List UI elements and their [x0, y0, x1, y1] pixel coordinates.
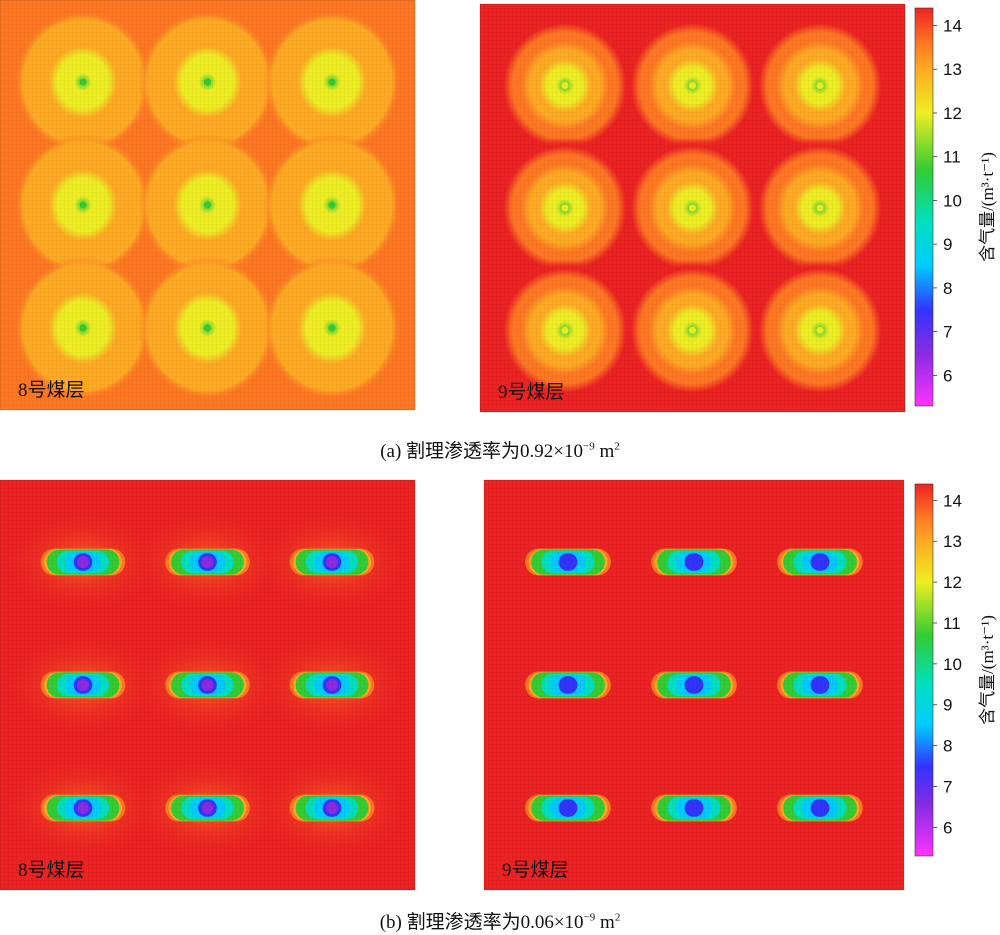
colorbar-tick-label: 10 [943, 191, 962, 210]
caption-b: (b) 割理渗透率为0.06×10−9 m2 [379, 911, 621, 933]
colorbar-tick-label: 12 [943, 104, 962, 123]
colorbar-tick-label: 10 [943, 655, 962, 674]
seam-label: 8号煤层 [18, 859, 85, 881]
colorbar-tick-label: 9 [943, 235, 952, 254]
colorbar-tick-label: 6 [943, 818, 952, 837]
seam-label: 9号煤层 [498, 381, 565, 403]
caption-a: (a) 割理渗透率为0.92×10−9 m2 [380, 440, 620, 462]
seam-label: 8号煤层 [18, 379, 85, 401]
heatmap-panel-a-left: 8号煤层 [0, 0, 416, 411]
colorbar-tick-label: 7 [943, 778, 952, 797]
heatmap-panel-a-right: 9号煤层 [479, 3, 906, 413]
colorbar-b: 14 13 12 11 10 9 8 7 6 含气量/(m³·t⁻¹) [914, 483, 997, 857]
colorbar-label: 含气量/(m³·t⁻¹) [978, 152, 997, 262]
colorbar-tick-label: 8 [943, 737, 952, 756]
colorbar-tick-label: 13 [943, 532, 962, 551]
colorbar-gradient [915, 8, 933, 406]
colorbar-tick-label: 11 [943, 614, 961, 633]
colorbar-tick-label: 14 [943, 491, 962, 510]
colorbar-tick-label: 13 [943, 60, 962, 79]
colorbar-tick-label: 8 [943, 279, 952, 298]
colorbar-tick-label: 12 [943, 573, 962, 592]
heatmap-panel-b-right: 9号煤层 [483, 479, 905, 891]
colorbar-tick-label: 11 [943, 148, 961, 167]
heatmap-panel-b-left: 8号煤层 [0, 479, 416, 891]
colorbar-label: 含气量/(m³·t⁻¹) [978, 615, 997, 725]
seam-label: 9号煤层 [502, 859, 569, 881]
colorbar-gradient [915, 484, 933, 856]
colorbar-tick-label: 7 [943, 323, 952, 342]
colorbar-tick-label: 14 [943, 16, 962, 35]
colorbar-tick-label: 9 [943, 696, 952, 715]
colorbar-tick-label: 6 [943, 366, 952, 385]
colorbar-a: 14 13 12 11 10 9 8 7 6 含气量/(m³·t⁻¹) [914, 7, 997, 407]
